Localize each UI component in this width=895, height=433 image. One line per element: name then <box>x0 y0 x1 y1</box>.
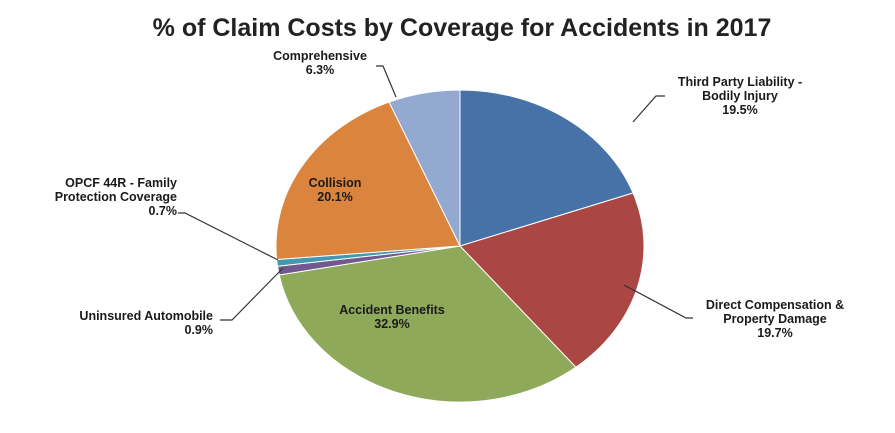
slice-label: Uninsured Automobile 0.9% <box>79 309 213 337</box>
slice-value-label: 32.9% <box>374 317 409 331</box>
slice-name-label: Third Party Liability - <box>678 75 802 89</box>
slice-value-label: 19.5% <box>722 103 757 117</box>
slice-name-label: Accident Benefits <box>339 303 445 317</box>
slice-label: OPCF 44R - Family Protection Coverage 0.7% <box>55 176 177 218</box>
slice-label: Collision 20.1% <box>309 176 362 204</box>
slice-value-label: 6.3% <box>306 63 335 77</box>
slice-label: Accident Benefits 32.9% <box>339 303 445 331</box>
slice-label: Comprehensive 6.3% <box>273 49 367 77</box>
leader-line <box>220 267 284 321</box>
slice-name-label: Direct Compensation & <box>706 298 844 312</box>
slice-name-label: Property Damage <box>723 312 827 326</box>
slice-value-label: 19.7% <box>757 326 792 340</box>
slice-label: Third Party Liability -Bodily Injury 19.5… <box>678 75 802 117</box>
slice-labels: Third Party Liability -Bodily Injury 19.5… <box>55 49 844 340</box>
slice-value-label: 0.9% <box>185 323 214 337</box>
slice-name-label: OPCF 44R - Family <box>65 176 177 190</box>
slice-name-label: Bodily Injury <box>702 89 778 103</box>
leader-line <box>632 95 665 123</box>
pie-slice-collision <box>275 101 461 260</box>
pie-slices <box>275 89 645 403</box>
slice-name-label: Uninsured Automobile <box>79 309 213 323</box>
slice-name-label: Protection Coverage <box>55 190 177 204</box>
pie-slice-direct-compensation-property-damage <box>459 192 645 368</box>
slice-value-label: 0.7% <box>149 204 178 218</box>
slice-name-label: Collision <box>309 176 362 190</box>
pie-slice-comprehensive <box>388 89 461 247</box>
chart-title: % of Claim Costs by Coverage for Acciden… <box>153 14 772 42</box>
slice-label: Direct Compensation & Property Damage 19.7… <box>706 298 844 340</box>
leader-lines <box>178 65 693 321</box>
pie-slice-accident-benefits <box>278 245 577 403</box>
leader-line <box>376 65 397 98</box>
pie-slice-third-party-liability-bodily-injury <box>459 89 634 247</box>
leader-line <box>178 212 279 261</box>
slice-value-label: 20.1% <box>317 190 352 204</box>
slice-name-label: Comprehensive <box>273 49 367 63</box>
leader-line <box>623 284 693 319</box>
